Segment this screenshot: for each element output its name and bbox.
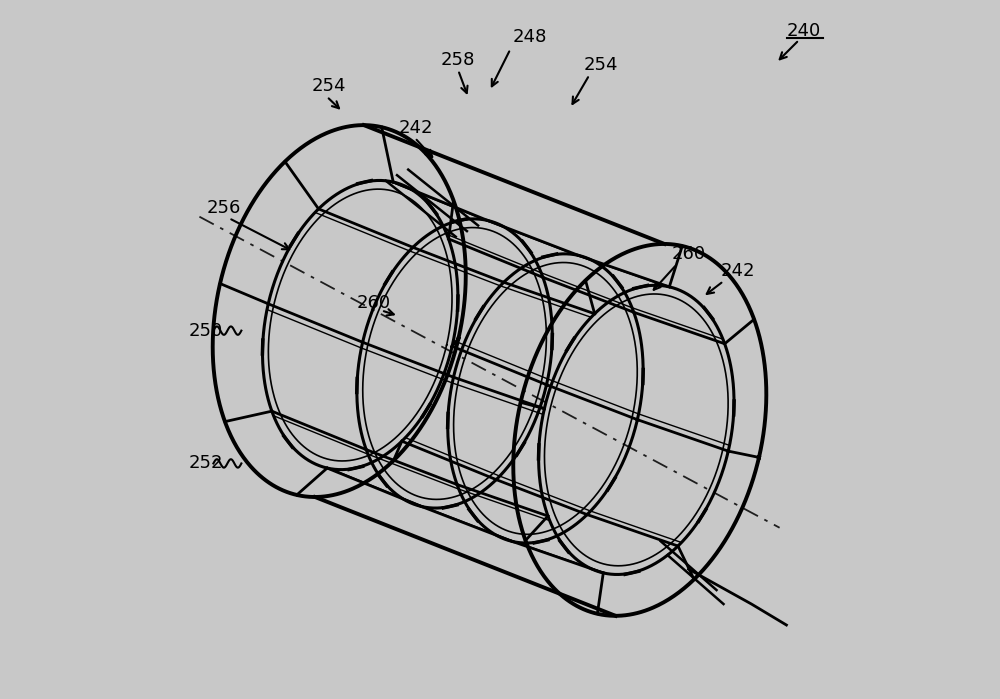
Text: 248: 248 <box>513 28 547 46</box>
Text: 242: 242 <box>720 262 755 280</box>
Text: 258: 258 <box>441 51 475 69</box>
Text: 260: 260 <box>671 245 705 263</box>
Text: 254: 254 <box>311 77 346 95</box>
Text: 240: 240 <box>787 22 821 41</box>
Text: 242: 242 <box>399 119 433 137</box>
Text: 250: 250 <box>189 322 223 340</box>
Text: 254: 254 <box>584 56 618 74</box>
Text: 260: 260 <box>357 294 391 312</box>
Text: 252: 252 <box>189 454 223 473</box>
Text: 256: 256 <box>206 199 241 217</box>
